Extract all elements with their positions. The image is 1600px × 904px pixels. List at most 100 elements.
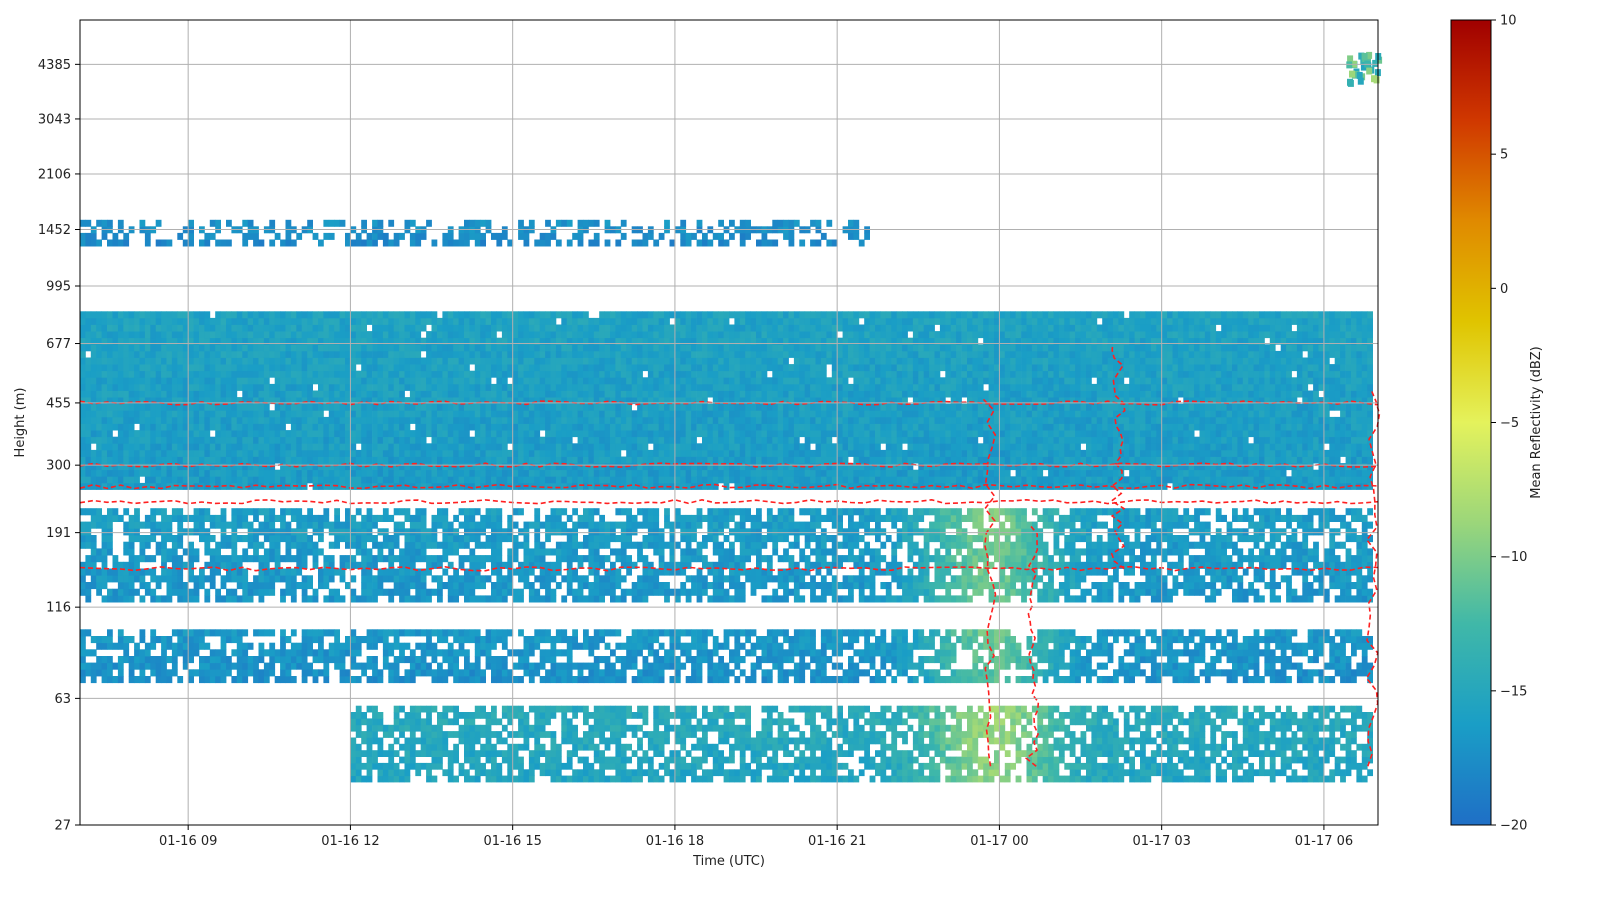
heatmap-cell	[166, 390, 173, 398]
heatmap-cell	[437, 317, 443, 325]
heatmap-cell	[501, 463, 508, 471]
heatmap-cell	[1080, 364, 1087, 372]
heatmap-cell	[1069, 449, 1076, 457]
heatmap-cell	[712, 469, 719, 477]
heatmap-cell	[572, 403, 578, 411]
heatmap-cell	[534, 344, 541, 352]
heatmap-cell	[285, 370, 292, 378]
heatmap-cell	[512, 403, 519, 411]
heatmap-cell	[1058, 357, 1065, 365]
heatmap-cell	[615, 403, 622, 411]
heatmap-cell	[96, 331, 102, 339]
heatmap-cell	[437, 337, 443, 345]
heatmap-cell	[496, 364, 503, 372]
heatmap-cell	[961, 456, 968, 464]
heatmap-cell	[220, 337, 227, 345]
heatmap-cell	[107, 390, 113, 398]
heatmap-cell	[647, 337, 654, 345]
heatmap-cell	[729, 311, 735, 319]
heatmap-cell	[750, 311, 757, 319]
heatmap-cell	[756, 377, 762, 385]
heatmap-cell	[729, 377, 735, 385]
heatmap-cell	[880, 430, 887, 438]
heatmap-cell	[409, 324, 416, 332]
heatmap-cell	[426, 357, 432, 365]
heatmap-cell	[664, 390, 670, 398]
heatmap-cell	[528, 377, 535, 385]
heatmap-cell	[485, 476, 492, 484]
heatmap-cell	[247, 463, 254, 471]
heatmap-cell	[696, 383, 703, 391]
heatmap-cell	[253, 390, 259, 398]
heatmap-cell	[1080, 370, 1087, 378]
heatmap-cell	[1080, 416, 1087, 424]
heatmap-cell	[674, 357, 681, 365]
heatmap-cell	[907, 383, 914, 391]
heatmap-cell	[853, 482, 860, 490]
heatmap-cell	[96, 337, 102, 345]
heatmap-cell	[750, 344, 757, 352]
heatmap-cell	[674, 423, 681, 431]
heatmap-cell	[226, 364, 232, 372]
heatmap-cell	[247, 482, 254, 490]
heatmap-cell	[101, 456, 108, 464]
heatmap-cell	[853, 416, 860, 424]
heatmap-cell	[696, 364, 703, 372]
heatmap-cell	[90, 476, 97, 484]
heatmap-cell	[929, 331, 935, 339]
heatmap-cell	[593, 350, 600, 358]
heatmap-cell	[491, 430, 497, 438]
heatmap-cell	[296, 482, 303, 490]
heatmap-cell	[691, 390, 697, 398]
heatmap-cell	[1058, 317, 1065, 325]
heatmap-cell	[577, 370, 584, 378]
heatmap-cell	[204, 324, 211, 332]
heatmap-cell	[372, 337, 378, 345]
heatmap-cell	[117, 476, 124, 484]
heatmap-cell	[788, 344, 795, 352]
heatmap-cell	[923, 350, 930, 358]
heatmap-cell	[577, 390, 584, 398]
heatmap-cell	[464, 357, 470, 365]
heatmap-cell	[999, 390, 1006, 398]
heatmap-cell	[885, 469, 892, 477]
heatmap-cell	[929, 383, 935, 391]
heatmap-cell	[804, 423, 811, 431]
heatmap-cell	[718, 324, 724, 332]
heatmap-cell	[350, 416, 357, 424]
heatmap-cell	[961, 449, 968, 457]
heatmap-cell	[1069, 469, 1076, 477]
heatmap-cell	[431, 456, 438, 464]
heatmap-cell	[85, 410, 92, 418]
heatmap-cell	[1037, 383, 1044, 391]
heatmap-cell	[1053, 390, 1060, 398]
heatmap-cell	[464, 317, 470, 325]
heatmap-cell	[485, 456, 492, 464]
heatmap-cell	[112, 370, 119, 378]
heatmap-cell	[902, 324, 908, 332]
heatmap-cell	[658, 469, 665, 477]
heatmap-cell	[258, 469, 265, 477]
heatmap-cell	[826, 357, 833, 365]
heatmap-cell	[858, 324, 865, 332]
heatmap-cell	[123, 390, 130, 398]
heatmap-cell	[215, 344, 221, 352]
heatmap-cell	[1048, 469, 1054, 477]
heatmap-cell	[950, 410, 957, 418]
heatmap-cell	[182, 390, 189, 398]
heatmap-cell	[869, 370, 876, 378]
heatmap-cell	[599, 397, 605, 405]
heatmap-cell	[361, 311, 367, 319]
heatmap-cell	[766, 430, 773, 438]
heatmap-cell	[1026, 416, 1033, 424]
heatmap-cell	[923, 331, 930, 339]
heatmap-cell	[404, 403, 411, 411]
heatmap-cell	[869, 430, 876, 438]
heatmap-cell	[1026, 397, 1033, 405]
heatmap-cell	[793, 410, 800, 418]
heatmap-cell	[950, 476, 957, 484]
heatmap-cell	[528, 416, 535, 424]
heatmap-cell	[864, 324, 870, 332]
heatmap-cell	[372, 357, 378, 365]
heatmap-cell	[372, 317, 378, 325]
